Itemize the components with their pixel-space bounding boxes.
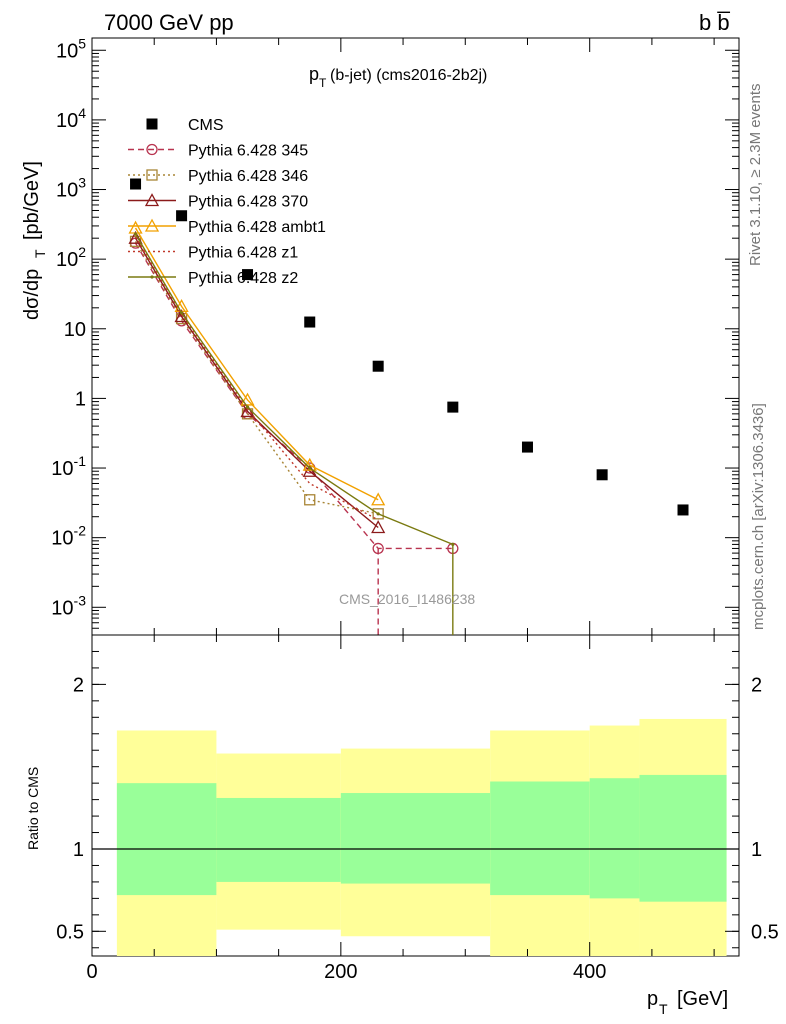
legend-label: CMS — [188, 117, 224, 134]
data-point — [677, 504, 689, 516]
data-point — [304, 316, 316, 328]
ratio-band-inner — [589, 778, 640, 899]
data-point — [372, 508, 384, 520]
svg-text:p: p — [309, 64, 319, 84]
y-tick-label: 104 — [56, 105, 86, 132]
y-axis-title: dσ/dp T [pb/GeV] — [21, 161, 48, 320]
legend-item: Pythia 6.428 z2 — [128, 270, 298, 287]
legend-swatch-marker — [146, 169, 158, 181]
header-left: 7000 GeV pp — [104, 10, 234, 35]
legend-item: Pythia 6.428 345 — [128, 143, 308, 160]
series-line — [134, 237, 379, 529]
svg-text:dσ/dp: dσ/dp — [21, 269, 43, 320]
legend: CMS Pythia 6.428 345 Pythia 6.428 346 Pythi… — [128, 117, 326, 287]
data-point — [447, 401, 459, 413]
ratio-y-tick-label: 1 — [751, 839, 762, 861]
data-point — [179, 311, 184, 315]
series-line — [134, 241, 379, 515]
data-point — [304, 494, 316, 506]
ratio-band-inner — [340, 793, 491, 884]
legend-swatch-marker — [144, 193, 160, 207]
series-line — [134, 236, 379, 521]
data-point — [521, 441, 533, 453]
x-tick-label: 400 — [573, 961, 606, 983]
legend-swatch-marker — [146, 118, 158, 130]
ratio-axes: 0.5 0.5 1 1 2 2 0 200 400 — [56, 38, 779, 983]
data-point — [308, 466, 312, 470]
data-point — [240, 392, 255, 406]
data-point — [371, 520, 386, 534]
svg-text:[pb/GeV]: [pb/GeV] — [21, 161, 43, 240]
y-tick-label: 1 — [75, 388, 86, 410]
mcplots-text: mcplots.cern.ch [arXiv:1306.3436] — [750, 403, 767, 630]
data-point — [242, 269, 254, 281]
legend-swatch-marker — [146, 143, 158, 156]
y-tick-label: 103 — [56, 175, 86, 202]
ratio-y-tick-label: 2 — [751, 674, 762, 696]
ratio-y-tick-label: 0.5 — [751, 921, 779, 943]
legend-label: Pythia 6.428 345 — [188, 143, 308, 160]
legend-label: Pythia 6.428 z2 — [188, 270, 298, 287]
plot-title: p T (b-jet) (cms2016-2b2j) — [309, 64, 487, 90]
plot-title-text: (b-jet) (cms2016-2b2j) — [330, 67, 487, 84]
y-tick-label: 10-2 — [51, 523, 86, 550]
legend-swatch-marker — [150, 275, 154, 279]
svg-text:T: T — [659, 1001, 668, 1017]
y-tick-label: 102 — [56, 244, 86, 271]
svg-text:p: p — [647, 988, 658, 1010]
data-point — [176, 210, 188, 222]
series-line — [134, 233, 454, 546]
x-tick-label: 0 — [86, 961, 97, 983]
ratio-y-tick-label: 0.5 — [56, 921, 84, 943]
data-point — [133, 232, 138, 236]
series-line — [134, 227, 379, 501]
ratio-y-tick-label: 1 — [73, 839, 84, 861]
legend-item: Pythia 6.428 346 — [128, 168, 308, 185]
data-point — [372, 360, 384, 372]
series-dropoffs — [377, 544, 454, 635]
header-right: b b̅ — [699, 10, 731, 35]
data-point — [596, 469, 608, 481]
series-line — [134, 242, 453, 550]
series-ambt1 — [128, 220, 386, 506]
x-tick-label: 200 — [324, 961, 357, 983]
series-z1 — [134, 236, 379, 521]
ratio-band-inner — [116, 783, 217, 896]
legend-item: Pythia 6.428 z1 — [128, 245, 298, 262]
ratio-band-inner — [216, 797, 341, 882]
legend-swatch-marker — [144, 218, 160, 232]
ratio-plot-frame — [91, 634, 740, 957]
svg-text:[GeV]: [GeV] — [677, 988, 728, 1010]
ratio-band-inner — [490, 781, 590, 896]
ratio-y-axis-title: Ratio to CMS — [25, 767, 41, 850]
legend-label: Pythia 6.428 ambt1 — [188, 219, 326, 236]
series-cms — [130, 178, 689, 516]
y-tick-label: 10-1 — [51, 453, 86, 480]
y-tick-label: 10 — [64, 319, 86, 341]
legend-item: CMS — [146, 117, 224, 134]
data-point — [371, 492, 386, 506]
y-tick-label: 10-3 — [51, 592, 86, 619]
data-point — [245, 405, 250, 409]
svg-text:T: T — [319, 76, 327, 90]
rivet-text: Rivet 3.1.10, ≥ 2.3M events — [747, 84, 764, 267]
legend-label: Pythia 6.428 346 — [188, 168, 308, 185]
svg-text:T: T — [32, 249, 48, 258]
y-tick-label: 105 — [56, 35, 86, 62]
data-point — [130, 178, 142, 190]
legend-label: Pythia 6.428 370 — [188, 194, 308, 211]
legend-label: Pythia 6.428 z1 — [188, 245, 298, 262]
ratio-band-inner — [639, 774, 727, 902]
series-layer — [128, 178, 689, 635]
legend-item: Pythia 6.428 370 — [128, 193, 308, 211]
data-point — [128, 230, 143, 244]
data-point — [376, 512, 380, 516]
ratio-bands — [116, 718, 727, 956]
x-axis-title: p T [GeV] — [647, 988, 728, 1017]
ratio-y-tick-label: 2 — [73, 674, 84, 696]
legend-item: Pythia 6.428 ambt1 — [128, 218, 326, 236]
watermark: CMS_2016_I1486238 — [339, 591, 475, 607]
